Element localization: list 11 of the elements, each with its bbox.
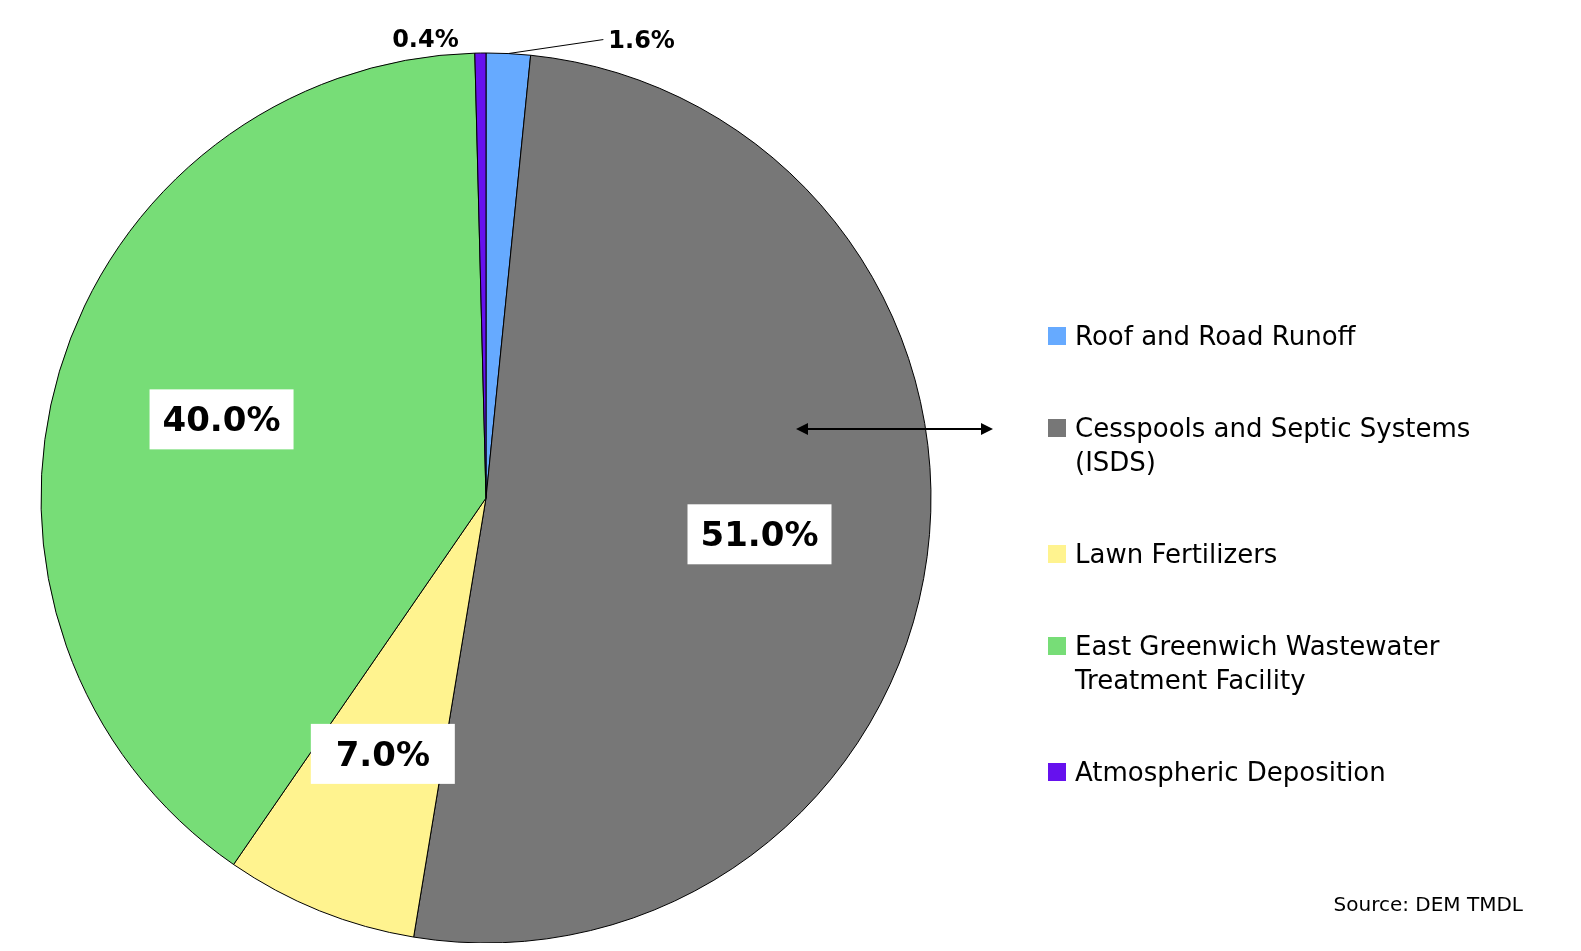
legend-label: Lawn Fertilizers xyxy=(1075,539,1278,570)
data-label: 7.0% xyxy=(335,733,430,774)
data-label: 51.0% xyxy=(700,514,819,555)
legend-label: Roof and Road Runoff xyxy=(1075,321,1357,352)
data-label: 40.0% xyxy=(162,399,281,440)
legend-label: East Greenwich Wastewater Treatment Facility xyxy=(1074,631,1440,696)
legend-label: Atmospheric Deposition xyxy=(1075,757,1386,788)
data-label: 1.6% xyxy=(608,25,675,54)
data-label: 0.4% xyxy=(392,25,459,54)
legend-label: Cesspools and Septic Systems (ISDS) xyxy=(1075,413,1471,478)
source-note: Source: DEM TMDL xyxy=(1333,892,1524,916)
